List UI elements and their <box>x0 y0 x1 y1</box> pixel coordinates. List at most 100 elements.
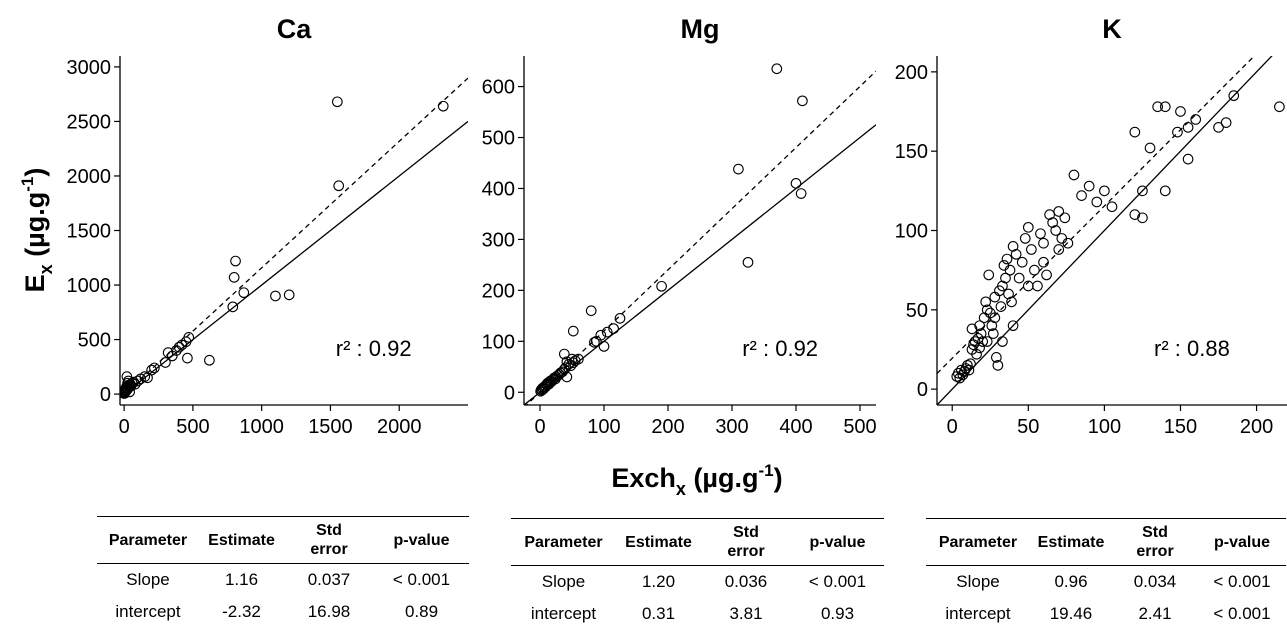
y-tick-label: 0 <box>100 384 111 406</box>
table-cell: < 0.001 <box>392 570 451 589</box>
data-point <box>1062 237 1074 249</box>
data-point <box>1159 101 1171 113</box>
x-tick-label: 500 <box>176 416 209 438</box>
data-point <box>595 329 607 341</box>
x-tick-label: 400 <box>779 416 812 438</box>
data-point <box>1068 169 1080 181</box>
data-point <box>601 326 613 338</box>
data-point <box>567 325 579 337</box>
table-header: p-value <box>809 533 866 551</box>
data-point <box>995 301 1007 312</box>
y-tick-label: 1000 <box>67 275 112 297</box>
x-tick-label: 50 <box>1017 416 1039 438</box>
table-header: Std error <box>284 517 374 564</box>
x-tick-label: 2000 <box>377 416 422 438</box>
x-tick-label: 200 <box>1240 416 1273 438</box>
y-tick-label: 0 <box>917 379 928 401</box>
panel-title-ca: Ca <box>277 14 312 44</box>
data-point <box>989 291 1001 303</box>
table-cell: Slope <box>956 572 1000 591</box>
data-point <box>228 272 240 283</box>
y-tick-label: 100 <box>482 331 515 353</box>
x-axis-label-main: Exch <box>611 463 676 493</box>
data-point <box>204 354 215 366</box>
x-axis-label: Exchx (µg.g-1) <box>611 461 782 499</box>
data-point <box>561 356 573 368</box>
data-point <box>1001 253 1013 265</box>
data-point <box>1213 122 1224 133</box>
data-point <box>183 332 195 343</box>
y-axis-label-main: E <box>20 274 50 292</box>
x-tick-label: 1000 <box>239 416 284 438</box>
x-axis-label-unit: (µg.g <box>686 463 759 493</box>
x-tick-label: 100 <box>1088 416 1121 438</box>
data-point <box>1228 90 1240 102</box>
table-cell: intercept <box>945 604 1011 623</box>
data-point <box>963 364 975 376</box>
data-point <box>1175 106 1186 117</box>
table-cell: 2.41 <box>1138 604 1172 623</box>
data-point <box>1035 228 1046 240</box>
data-point <box>1053 244 1065 255</box>
data-point <box>1038 256 1049 268</box>
data-point <box>333 180 345 192</box>
x-tick-label: 300 <box>715 416 748 438</box>
data-point <box>149 362 160 374</box>
table-cell: < 0.001 <box>1213 604 1271 623</box>
panel-title-mg: Mg <box>681 14 720 44</box>
data-point <box>1129 209 1141 220</box>
data-point <box>1019 233 1031 244</box>
data-point <box>598 341 610 352</box>
data-point <box>1182 122 1194 133</box>
stats-table-mg: Parameter Estimate Std error p-value Slo… <box>511 518 884 630</box>
y-tick-label: 150 <box>895 141 928 163</box>
table-cell: 19.46 <box>1049 604 1093 623</box>
y-tick-label: 300 <box>482 229 515 251</box>
table-header: Parameter <box>524 533 603 551</box>
table-header: p-value <box>1213 533 1270 551</box>
data-point <box>160 357 171 368</box>
table-header: Parameter <box>108 531 188 549</box>
r-squared-label: r² : 0.88 <box>1154 336 1230 361</box>
table-cell: < 0.001 <box>1213 572 1271 591</box>
data-point <box>971 348 982 360</box>
y-tick-label: 2000 <box>67 166 112 188</box>
data-point <box>1022 221 1034 233</box>
data-point <box>771 63 783 75</box>
data-point <box>1006 296 1017 308</box>
data-points <box>535 63 808 397</box>
table-cell: intercept <box>115 602 181 621</box>
x-axis-label-sub: x <box>676 479 686 499</box>
table-row: Slope 1.20 0.036 < 0.001 <box>511 566 884 599</box>
data-point <box>128 376 140 388</box>
data-point <box>1190 114 1202 125</box>
data-point <box>558 348 570 360</box>
table-header-text: Std error <box>310 522 348 558</box>
regression-line <box>525 70 876 405</box>
data-point <box>573 353 584 365</box>
x-tick-label: 0 <box>119 416 130 438</box>
data-point <box>1010 248 1022 260</box>
data-point <box>230 255 241 267</box>
data-point <box>561 371 573 383</box>
y-tick-label: 500 <box>482 128 515 150</box>
x-tick-label: 100 <box>587 416 620 438</box>
data-point <box>1041 269 1052 281</box>
data-point <box>1053 206 1065 217</box>
x-tick-label: 1500 <box>308 416 353 438</box>
table-cell: 3.81 <box>729 604 763 623</box>
data-point <box>1038 237 1049 249</box>
x-tick-label: 150 <box>1164 416 1197 438</box>
stats-table-k: Parameter Estimate Std error p-value Slo… <box>926 518 1286 630</box>
data-point <box>121 371 133 382</box>
data-point <box>997 336 1008 347</box>
data-point <box>1013 272 1025 284</box>
data-point <box>166 350 178 362</box>
table-cell: < 0.001 <box>808 572 867 591</box>
data-point <box>1152 101 1164 113</box>
data-point <box>989 312 1001 324</box>
x-axis-label-unit-sup: -1 <box>758 461 773 480</box>
data-point <box>238 287 250 299</box>
